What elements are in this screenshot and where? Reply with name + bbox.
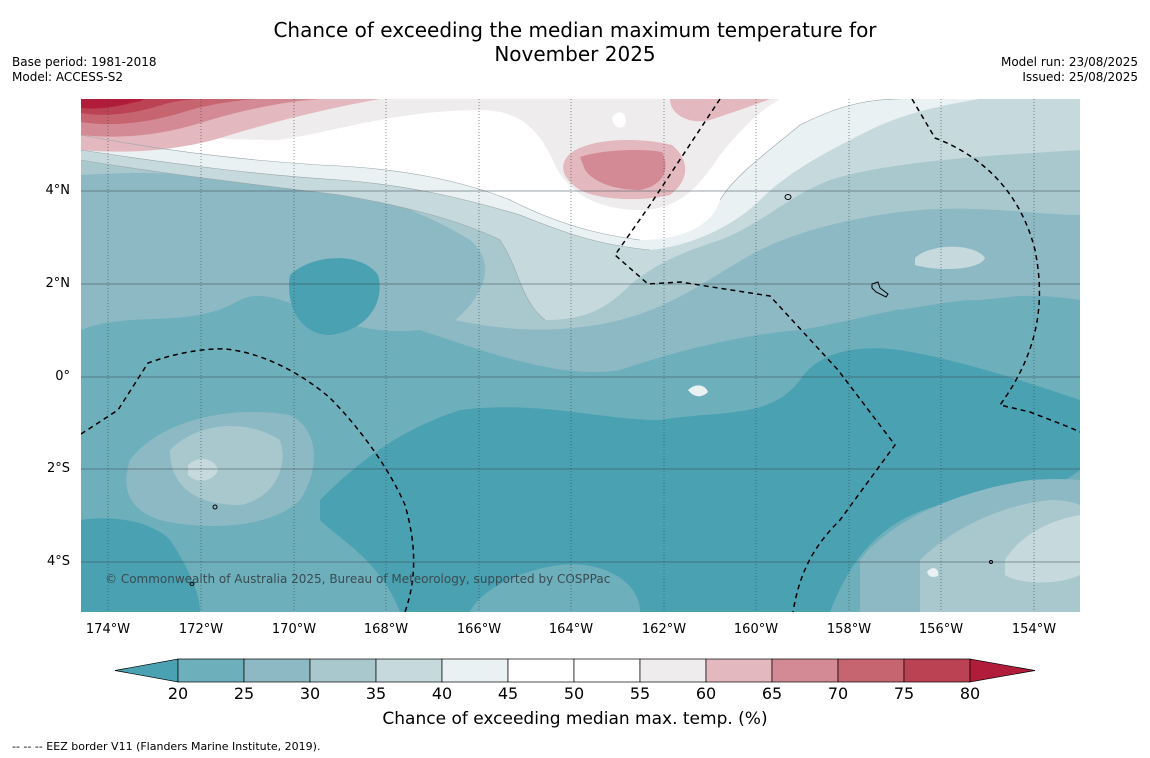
footnote-eez: -- -- -- EEZ border V11 (Flanders Marine… (12, 740, 321, 753)
contour-white-patch-3 (927, 568, 939, 577)
island-kiritimati (871, 281, 889, 298)
contour-80-north (81, 99, 145, 109)
contour-line-2 (81, 149, 651, 251)
colorbar-tick-70: 70 (827, 684, 849, 703)
lat-label-4s: 4°S (46, 554, 70, 569)
lat-label-4n: 4°N (45, 183, 71, 198)
colorbar-segment (375, 658, 443, 683)
colorbar-tick-65: 65 (761, 684, 783, 703)
lon-label-164w: 164°W (548, 622, 594, 637)
contour-white-patch-2 (688, 385, 708, 397)
contour-40-east-cell (915, 246, 985, 270)
eez-border-east (911, 99, 1080, 433)
model-run-text: Model run: 23/08/2025 (1000, 55, 1138, 69)
contour-line-3 (81, 134, 641, 241)
colorbar-segment (705, 658, 773, 683)
contour-40-small (188, 458, 218, 481)
colorbar-tick-50: 50 (563, 684, 585, 703)
contour-20-south (320, 348, 1080, 612)
lon-label-156w: 156°W (918, 622, 964, 637)
contour-35-southwest (170, 426, 283, 505)
contour-35-southeast (920, 500, 1080, 612)
contour-white-patch (612, 112, 626, 128)
eez-borders (81, 99, 1080, 612)
colorbar-segment (309, 658, 377, 683)
lon-label-172w: 172°W (178, 622, 224, 637)
lon-label-166w: 166°W (456, 622, 502, 637)
colorbar-tick-55: 55 (629, 684, 651, 703)
eez-border-central (614, 99, 896, 612)
map-fill-layers (81, 99, 1080, 612)
graticule (81, 190, 1080, 563)
colorbar-extend-high (969, 658, 1036, 683)
colorbar-tick-25: 25 (233, 684, 255, 703)
island-south-2 (189, 582, 195, 586)
lon-label-168w: 168°W (363, 622, 409, 637)
lon-label-162w: 162°W (641, 622, 687, 637)
colorbar-tick-35: 35 (365, 684, 387, 703)
lon-label-170w: 170°W (271, 622, 317, 637)
meta-left: Base period: 1981-2018 Model: ACCESS-S2 (12, 55, 157, 85)
lat-label-2n: 2°N (45, 276, 71, 291)
colorbar-segment (507, 658, 575, 683)
island-southeast (989, 560, 993, 564)
colorbar-tick-60: 60 (695, 684, 717, 703)
contour-line-1 (81, 159, 546, 321)
colorbar (114, 658, 1036, 683)
colorbar-segment (639, 658, 707, 683)
colorbar-tick-80: 80 (959, 684, 981, 703)
colorbar-segment (441, 658, 509, 683)
contour-line-4 (719, 99, 901, 201)
lon-label-158w: 158°W (826, 622, 872, 637)
colorbar-segment (573, 658, 641, 683)
colorbar-extend-low (114, 658, 179, 683)
map-title: Chance of exceeding the median maximum t… (0, 18, 1150, 66)
colorbar-tick-40: 40 (431, 684, 453, 703)
contour-60-northcenter (670, 99, 770, 122)
lon-label-154w: 154°W (1011, 622, 1057, 637)
colorbar-segment (903, 658, 971, 683)
colorbar-segment (177, 658, 245, 683)
contour-20-west-cell (289, 258, 380, 335)
contour-65-cell (580, 149, 666, 190)
issued-text: Issued: 25/08/2025 (1022, 70, 1138, 84)
title-line-2: November 2025 (494, 42, 656, 66)
colorbar-tick-20: 20 (167, 684, 189, 703)
lat-label-2s: 2°S (46, 461, 70, 476)
lat-label-0: 0° (55, 369, 70, 384)
island-south-1 (212, 504, 218, 510)
island-tabuaeran (784, 194, 792, 200)
lon-label-160w: 160°W (733, 622, 779, 637)
colorbar-title: Chance of exceeding median max. temp. (%… (382, 709, 768, 729)
colorbar-tick-45: 45 (497, 684, 519, 703)
model-text: Model: ACCESS-S2 (12, 70, 124, 84)
lon-label-174w: 174°W (85, 622, 131, 637)
base-period-text: Base period: 1981-2018 (12, 55, 157, 69)
contour-20-southwest (81, 518, 200, 612)
title-line-1: Chance of exceeding the median maximum t… (273, 18, 877, 42)
contour-40-southeast (1005, 515, 1080, 583)
meta-right: Model run: 23/08/2025 Issued: 25/08/2025 (1001, 55, 1138, 85)
colorbar-segment (771, 658, 839, 683)
colorbar-tick-75: 75 (893, 684, 915, 703)
colorbar-segment (243, 658, 311, 683)
copyright-text: © Commonwealth of Australia 2025, Bureau… (105, 572, 611, 586)
colorbar-tick-30: 30 (299, 684, 321, 703)
colorbar-segment (837, 658, 905, 683)
islands (189, 194, 993, 586)
